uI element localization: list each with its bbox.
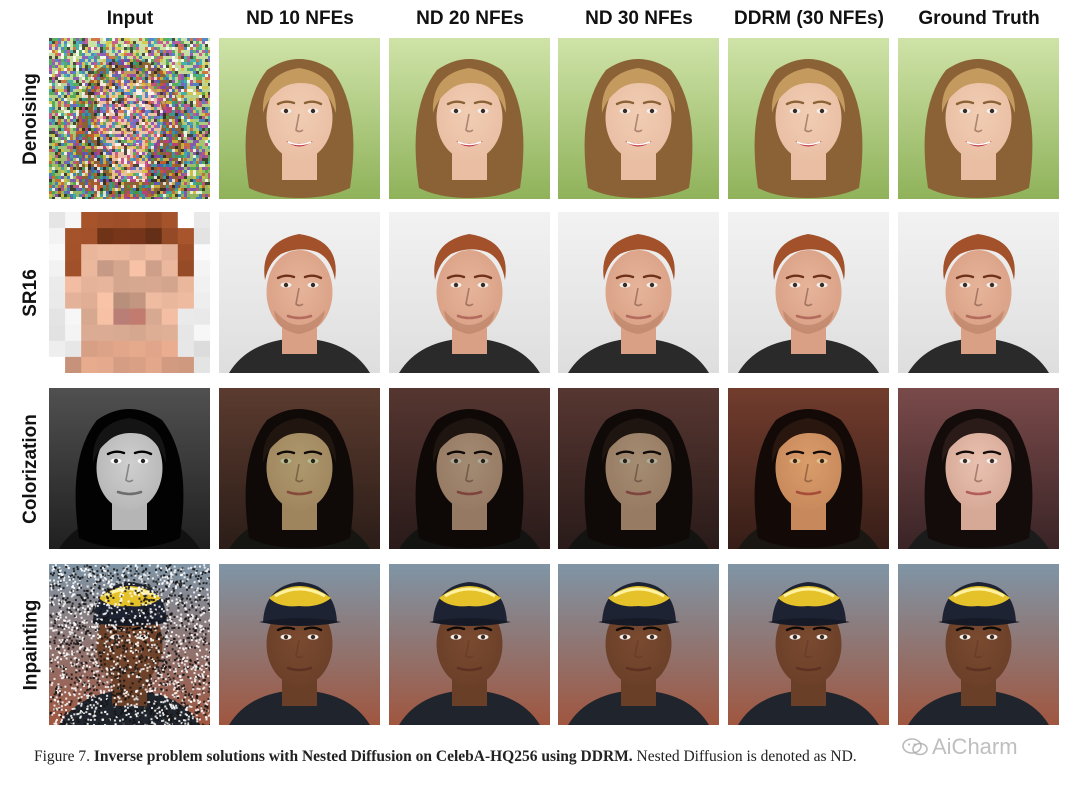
ground-truth-image xyxy=(898,388,1059,549)
result-image xyxy=(389,212,550,373)
result-image xyxy=(389,38,550,199)
row-label-text: Inpainting xyxy=(20,599,42,690)
result-image xyxy=(728,564,889,725)
watermark-text: AiCharm xyxy=(932,734,1018,759)
row-label-text: SR16 xyxy=(20,268,41,317)
row-label: Denoising xyxy=(16,38,46,199)
column-header: Input xyxy=(106,8,154,29)
result-image xyxy=(219,564,380,725)
ground-truth-image xyxy=(898,564,1059,725)
row-label: SR16 xyxy=(16,212,46,373)
input-image xyxy=(49,38,210,199)
column-header: ND 30 NFEs xyxy=(585,8,693,29)
result-image xyxy=(558,38,719,199)
result-image xyxy=(558,564,719,725)
caption-prefix: Figure 7. xyxy=(34,748,94,765)
result-image xyxy=(389,564,550,725)
result-image xyxy=(728,388,889,549)
column-header: ND 10 NFEs xyxy=(246,8,354,29)
result-image xyxy=(219,388,380,549)
caption-rest: Nested Diffusion is denoted as ND. xyxy=(632,748,857,765)
result-image xyxy=(728,212,889,373)
column-header: DDRM (30 NFEs) xyxy=(734,8,884,29)
ground-truth-image xyxy=(898,212,1059,373)
result-image xyxy=(219,38,380,199)
figure-caption: Figure 7. Inverse problem solutions with… xyxy=(34,748,1054,766)
caption-bold: Inverse problem solutions with Nested Di… xyxy=(93,748,633,765)
input-image xyxy=(49,388,210,549)
row-label: Colorization xyxy=(16,388,46,549)
result-image xyxy=(728,38,889,199)
row-label-text: Colorization xyxy=(20,413,41,524)
column-header: Ground Truth xyxy=(918,8,1040,29)
wechat-icon xyxy=(902,737,928,757)
result-image xyxy=(558,212,719,373)
row-label: Inpainting xyxy=(16,564,46,725)
watermark: AiCharm xyxy=(902,734,1018,760)
result-image xyxy=(219,212,380,373)
result-image xyxy=(389,388,550,549)
result-image xyxy=(558,388,719,549)
input-image xyxy=(49,212,210,373)
input-image xyxy=(49,564,210,725)
row-label-text: Denoising xyxy=(20,72,41,165)
column-header: ND 20 NFEs xyxy=(416,8,524,29)
ground-truth-image xyxy=(898,38,1059,199)
